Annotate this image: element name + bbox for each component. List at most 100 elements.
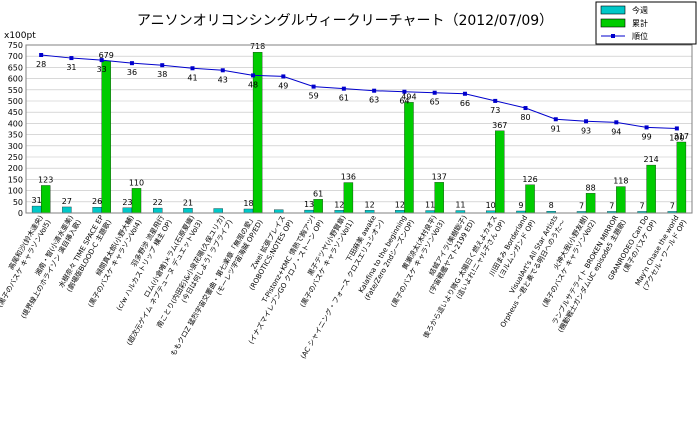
y-tick-label: 200 [8, 164, 23, 173]
rank-value-label: 63 [369, 96, 379, 105]
legend: 今週 累計 順位 [595, 1, 697, 45]
rank-marker [251, 73, 256, 78]
weekly-value-label: 23 [122, 198, 132, 207]
legend-label-cumulative: 累計 [632, 18, 648, 28]
rank-value-label: 99 [641, 132, 651, 141]
weekly-value-label: 12 [334, 200, 344, 209]
weekly-value-label: 7 [670, 201, 675, 210]
legend-label-weekly: 今週 [632, 5, 648, 15]
rank-marker [190, 66, 195, 71]
value-labels: 31 123 27 26 679 23 110 22 21 18 718 13 61 12 136 12 12 4… [32, 42, 690, 210]
rank-value-label: 41 [187, 73, 197, 82]
rank-marker [523, 106, 528, 111]
chart-title: アニソンオリコンシングルウィークリーチャート（2012/07/09） [137, 13, 553, 29]
weekly-value-label: 22 [153, 198, 163, 207]
rank-marker [69, 56, 74, 61]
rank-marker [39, 53, 44, 57]
y-tick-label: 150 [8, 175, 23, 184]
cumulative-value-label: 137 [432, 172, 447, 181]
y-axis-unit: x100pt [4, 31, 36, 41]
cumulative-bar [313, 199, 323, 214]
weekly-bar [92, 207, 102, 214]
weekly-value-label: 9 [518, 201, 523, 210]
weekly-bar [62, 206, 72, 214]
legend-swatch-cumulative [600, 18, 626, 28]
weekly-bar [183, 208, 193, 214]
cumulative-bar [434, 182, 444, 214]
rank-value-label: 91 [551, 124, 561, 133]
weekly-value-label: 13 [304, 200, 314, 209]
weekly-value-label: 8 [549, 201, 554, 210]
weekly-value-label: 7 [609, 201, 614, 210]
rank-value-label: 28 [36, 60, 46, 69]
y-tick-label: 600 [8, 75, 23, 84]
weekly-bar [31, 205, 42, 214]
rank-value-label: 94 [611, 127, 621, 136]
y-tick-label: 750 [8, 41, 23, 50]
cumulative-bar [525, 184, 535, 214]
cumulative-value-label: 317 [674, 132, 689, 141]
rank-value-label: 33 [97, 65, 107, 74]
legend-label-rank: 順位 [632, 31, 648, 41]
rank-marker [644, 125, 649, 130]
y-tick-label: 700 [8, 52, 23, 61]
weekly-value-label: 21 [183, 198, 193, 207]
rank-marker [160, 63, 165, 68]
weekly-value-label: 26 [92, 197, 102, 206]
y-tick-label: 0 [18, 209, 23, 218]
rank-marker [493, 98, 498, 103]
rank-value-label: 43 [218, 75, 228, 84]
rank-marker [281, 74, 286, 79]
rank-value-label: 48 [248, 80, 258, 89]
cumulative-bar [40, 185, 51, 214]
y-tick-label: 50 [13, 198, 23, 207]
y-tick-label: 450 [8, 108, 23, 117]
rank-marker [341, 86, 346, 91]
cumulative-value-label: 110 [129, 178, 144, 187]
weekly-value-label: 12 [365, 200, 375, 209]
y-tick-label: 300 [8, 142, 23, 151]
y-tick-label: 250 [8, 153, 23, 162]
y-axis: 0 50 100 150 200 250 300 350 400 450 500 550 600 650 7… [8, 41, 23, 218]
rank-marker [674, 126, 679, 131]
y-tick-label: 650 [8, 63, 23, 72]
rank-value-label: 61 [339, 94, 349, 103]
rank-marker [99, 58, 104, 63]
weekly-value-label: 10 [486, 201, 496, 210]
rank-value-label: 38 [157, 70, 167, 79]
weekly-value-label: 11 [455, 201, 465, 210]
cumulative-value-label: 88 [585, 183, 595, 192]
rank-marker [311, 84, 316, 89]
y-tick-label: 350 [8, 131, 23, 140]
weekly-value-label: 31 [32, 196, 42, 205]
cumulative-bar [131, 188, 142, 214]
rank-value-label: 65 [430, 98, 440, 107]
bars [31, 52, 687, 214]
cumulative-value-label: 126 [522, 175, 537, 184]
rank-value-label: 31 [66, 63, 76, 72]
cumulative-bar [616, 186, 626, 214]
cumulative-value-label: 118 [613, 177, 628, 186]
weekly-value-label: 12 [395, 200, 405, 209]
weekly-bar [122, 207, 133, 214]
rank-polyline [41, 54, 677, 129]
y-tick-label: 500 [8, 97, 23, 106]
weekly-value-label: 7 [640, 201, 645, 210]
rank-value-label: 93 [581, 126, 591, 135]
cumulative-value-label: 123 [38, 175, 53, 184]
legend-marker-rank [611, 34, 615, 38]
cumulative-value-label: 494 [401, 92, 416, 101]
rank-value-label: 73 [490, 106, 500, 115]
rank-marker [462, 91, 467, 96]
weekly-value-label: 7 [579, 201, 584, 210]
legend-swatch-weekly [600, 5, 626, 15]
rank-marker [584, 119, 589, 124]
cumulative-bar [404, 102, 414, 214]
rank-value-label: 49 [278, 81, 288, 90]
category-labels: 高尾和沙(鈴木達央)(黒子のバスケ キャラソンVol5)湘南・智(小清水亜美)(… [0, 213, 689, 360]
cumulative-bar [646, 164, 656, 214]
rank-value-label: 80 [520, 113, 530, 122]
cumulative-value-label: 61 [313, 189, 323, 198]
cumulative-bar [343, 182, 354, 214]
weekly-value-label: 18 [243, 199, 253, 208]
